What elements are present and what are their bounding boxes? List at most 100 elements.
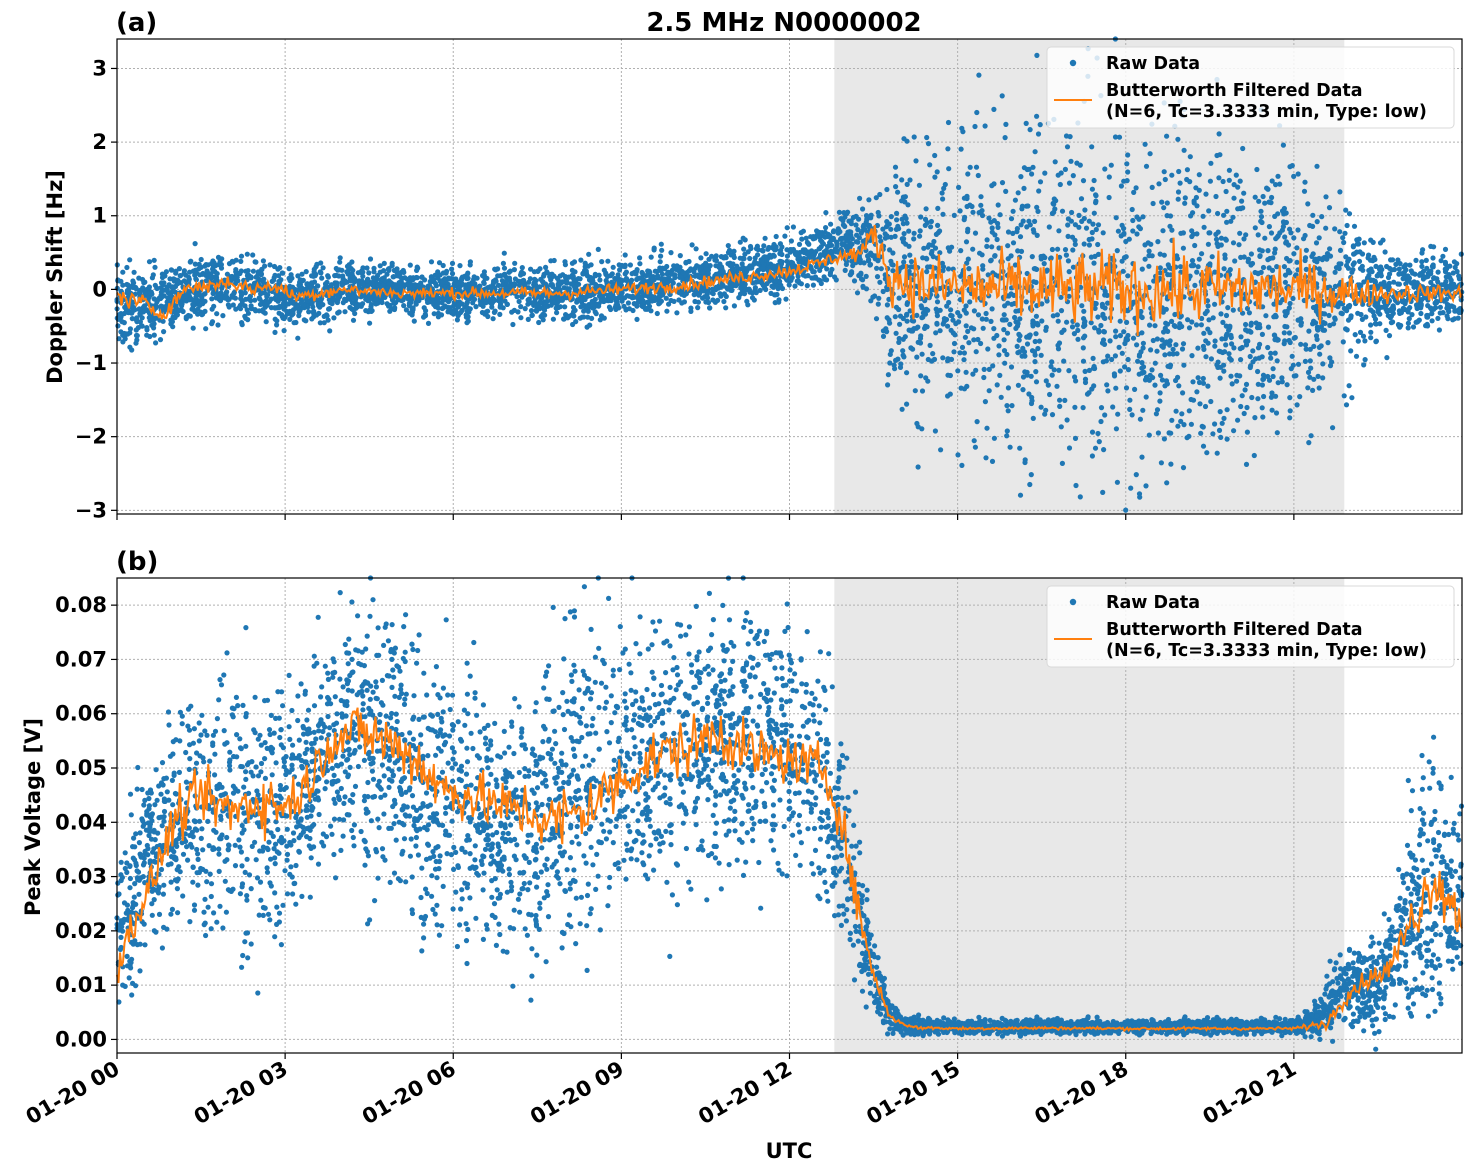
raw-data-point [1200,375,1206,382]
raw-data-point [900,194,907,200]
raw-data-point [1180,390,1186,396]
raw-data-point [152,264,158,270]
raw-data-point [1175,189,1182,195]
raw-data-point [1069,324,1076,330]
raw-data-point [1120,268,1126,274]
raw-data-point [252,297,258,303]
raw-data-point [695,305,701,311]
raw-data-point [1355,338,1361,344]
raw-data-point [1247,353,1253,360]
raw-data-point [1009,301,1015,307]
raw-data-point [992,253,998,259]
raw-data-point [1252,225,1258,231]
raw-data-point [996,245,1002,251]
raw-data-point [1279,375,1285,381]
raw-data-point [1215,210,1221,217]
raw-data-point [208,261,215,267]
raw-data-point [1066,445,1073,451]
raw-data-point [1348,348,1354,354]
raw-data-point [581,314,587,320]
raw-data-point [880,226,886,232]
raw-data-point [677,253,683,259]
raw-data-point [833,277,839,283]
raw-data-point [1260,193,1266,200]
raw-data-point [925,356,931,363]
raw-data-point [519,265,525,271]
raw-data-point [1007,321,1013,327]
raw-data-point [595,246,601,252]
raw-data-point [1260,376,1267,382]
raw-data-point [1136,224,1142,230]
raw-data-point [1072,435,1079,441]
raw-data-point [839,235,846,241]
raw-data-point [1106,194,1112,201]
raw-data-point [1205,241,1211,247]
raw-data-point [1256,355,1262,361]
raw-data-point [850,214,857,220]
raw-data-point [1419,259,1425,265]
raw-data-point [304,281,310,287]
raw-data-point [1222,349,1228,355]
raw-data-point [1208,356,1214,362]
raw-data-point [1186,325,1193,331]
raw-data-point [500,260,506,266]
raw-data-point [1167,223,1173,229]
raw-data-point [1016,331,1022,337]
raw-data-point [1139,454,1145,460]
raw-data-point [739,261,745,267]
raw-data-point [1003,121,1009,127]
raw-data-point [1142,242,1148,248]
raw-data-point [215,322,221,328]
raw-data-point [824,266,830,272]
raw-data-point [938,447,944,453]
raw-data-point [986,215,992,221]
raw-data-point [1231,345,1237,351]
raw-data-point [232,295,238,301]
raw-data-point [738,285,744,291]
raw-data-point [945,266,952,272]
raw-data-point [147,333,153,340]
raw-data-point [150,272,156,278]
raw-data-point [1325,340,1331,346]
raw-data-point [161,329,167,335]
raw-data-point [1382,249,1388,255]
raw-data-point [1195,345,1201,351]
raw-data-point [1248,251,1254,257]
raw-data-point [1251,452,1257,459]
raw-data-point [1307,358,1313,364]
raw-data-point [1212,421,1218,427]
raw-data-point [911,236,917,242]
raw-data-point [710,297,716,303]
raw-data-point [1168,430,1174,436]
raw-data-point [1146,263,1152,269]
raw-data-point [1163,378,1170,384]
raw-data-point [1291,235,1297,241]
raw-data-point [368,304,374,310]
raw-data-point [757,287,763,293]
raw-data-point [371,265,377,271]
raw-data-point [504,301,510,307]
raw-data-point [981,366,987,372]
raw-data-point [901,254,908,260]
raw-data-point [593,311,599,317]
raw-data-point [1430,255,1436,261]
raw-data-point [1198,430,1204,436]
raw-data-point [1362,357,1368,363]
raw-data-point [1086,242,1092,248]
raw-data-point [1023,299,1029,305]
raw-data-point [1164,133,1170,139]
raw-data-point [1227,355,1233,361]
raw-data-point [1046,224,1052,230]
raw-data-point [1287,415,1293,421]
raw-data-point [1311,376,1317,382]
raw-data-point [1203,191,1209,197]
raw-data-point [1286,330,1292,336]
raw-data-point [1147,322,1153,328]
raw-data-point [913,158,919,164]
raw-data-point [386,267,392,273]
raw-data-point [1076,224,1082,230]
raw-data-point [917,340,924,346]
raw-data-point [1014,226,1021,232]
raw-data-point [1019,353,1025,359]
